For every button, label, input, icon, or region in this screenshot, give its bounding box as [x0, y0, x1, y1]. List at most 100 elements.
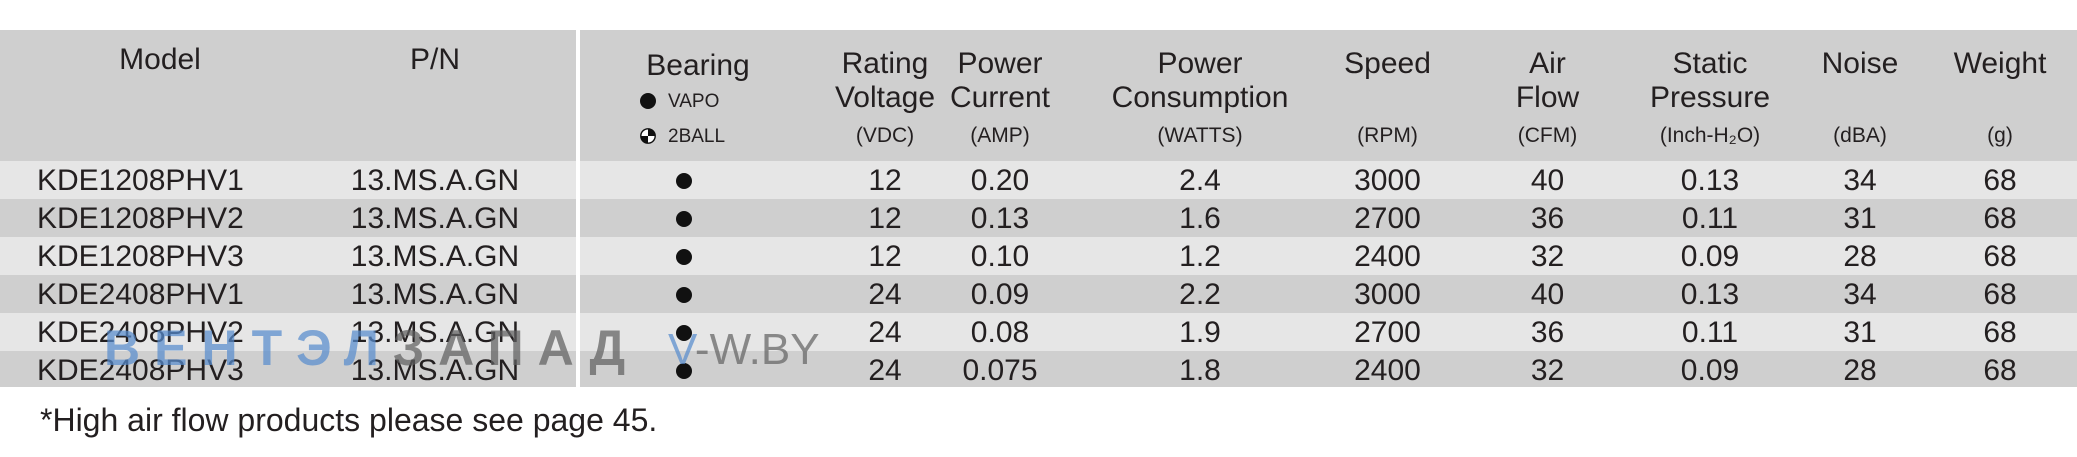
- cell-pressure: 0.09: [1680, 240, 1740, 273]
- cell-pn: 13.MS.A.GN: [350, 278, 520, 311]
- cell-voltage: 12: [868, 164, 902, 197]
- cell-weight: 68: [1983, 240, 2017, 273]
- cell-weight: 68: [1983, 164, 2017, 197]
- watermark-brand-part1: ВЕНТЭЛ: [104, 320, 393, 376]
- header-speed-unit: (RPM): [1357, 124, 1418, 147]
- legend-vapo: VAPO: [640, 90, 719, 114]
- cell-pn: 13.MS.A.GN: [350, 316, 520, 349]
- cell-voltage: 12: [868, 202, 902, 235]
- cell-model: KDE2408PHV2: [37, 316, 244, 349]
- cell-power: 2.4: [1179, 164, 1221, 197]
- cell-airflow: 36: [1530, 202, 1565, 235]
- cell-airflow: 32: [1530, 240, 1565, 273]
- header-bearing: Bearing: [646, 49, 750, 82]
- cell-speed: 3000: [1354, 278, 1421, 311]
- cell-noise: 31: [1843, 202, 1877, 235]
- watermark-site-rest: -W.BY: [694, 325, 820, 374]
- header-weight: Weight: [1953, 47, 2047, 80]
- cell-noise: 28: [1843, 354, 1877, 387]
- cell-pn: 13.MS.A.GN: [350, 164, 520, 197]
- legend-2ball-label: 2BALL: [668, 126, 726, 147]
- vapo-bearing-icon: [676, 249, 692, 265]
- cell-pn: 13.MS.A.GN: [350, 202, 520, 235]
- cell-model: KDE1208PHV3: [37, 240, 244, 273]
- header-current-line2: Current: [949, 81, 1051, 114]
- legend-2ball: 2BALL: [640, 125, 725, 149]
- cell-airflow: 40: [1530, 278, 1565, 311]
- table-row: KDE1208PHV3 13.MS.A.GN 12 0.10 1.2 2400 …: [0, 237, 2077, 275]
- cell-pn: 13.MS.A.GN: [350, 354, 520, 387]
- footnote: *High air flow products please see page …: [40, 402, 658, 438]
- header-rating-line2: Voltage: [834, 81, 936, 114]
- header-model: Model: [119, 43, 201, 76]
- cell-noise: 34: [1843, 278, 1877, 311]
- cell-weight: 68: [1983, 202, 2017, 235]
- cell-airflow: 36: [1530, 316, 1565, 349]
- cell-pressure: 0.11: [1681, 202, 1739, 235]
- header-consumption-line2: Consumption: [1111, 81, 1289, 114]
- cell-noise: 34: [1843, 164, 1877, 197]
- cell-airflow: 40: [1530, 164, 1565, 197]
- header-rating-unit: (VDC): [855, 124, 915, 147]
- table-row: KDE1208PHV1 13.MS.A.GN 12 0.20 2.4 3000 …: [0, 161, 2077, 199]
- cell-current: 0.13: [970, 202, 1030, 235]
- vapo-bearing-icon: [676, 363, 692, 379]
- header-weight-unit: (g): [1987, 124, 2013, 147]
- cell-current: 0.09: [970, 278, 1030, 311]
- cell-weight: 68: [1983, 316, 2017, 349]
- cell-pressure: 0.13: [1680, 164, 1740, 197]
- header-speed: Speed: [1344, 47, 1431, 80]
- table-row: KDE2408PHV3 13.MS.A.GN 24 0.075 1.8 2400…: [0, 351, 2077, 387]
- cell-model: KDE1208PHV1: [37, 164, 244, 197]
- cell-weight: 68: [1983, 278, 2017, 311]
- header-airflow-line1: Air: [1529, 47, 1566, 80]
- watermark-site-v: V: [668, 325, 695, 374]
- cell-power: 2.2: [1179, 278, 1221, 311]
- cell-voltage: 24: [868, 354, 902, 387]
- vapo-bearing-icon: [640, 93, 656, 109]
- cell-pressure: 0.11: [1681, 316, 1739, 349]
- watermark-brand: ВЕНТЭЛЗАПАД: [104, 318, 639, 378]
- cell-voltage: 24: [868, 316, 902, 349]
- watermark-brand-part2: ЗАПАД: [392, 320, 640, 376]
- cell-power: 1.8: [1179, 354, 1221, 387]
- header-static-unit: (Inch-H₂O): [1659, 124, 1761, 147]
- table-row: KDE2408PHV1 13.MS.A.GN 24 0.09 2.2 3000 …: [0, 275, 2077, 313]
- 2ball-bearing-icon: [640, 128, 656, 144]
- column-divider: [576, 30, 580, 387]
- cell-speed: 2400: [1354, 354, 1421, 387]
- cell-model: KDE2408PHV1: [37, 278, 244, 311]
- header-current-unit: (AMP): [970, 124, 1030, 147]
- header-airflow-unit: (CFM): [1517, 124, 1578, 147]
- cell-speed: 2700: [1354, 316, 1421, 349]
- footer-area: [0, 387, 2077, 457]
- header-rating-line1: Rating: [841, 47, 929, 80]
- top-margin: [0, 0, 2077, 30]
- watermark-site: V-W.BY: [668, 322, 820, 378]
- legend-vapo-label: VAPO: [668, 91, 720, 112]
- table-row: KDE2408PHV2 13.MS.A.GN 24 0.08 1.9 2700 …: [0, 313, 2077, 351]
- cell-airflow: 32: [1530, 354, 1565, 387]
- cell-model: KDE2408PHV3: [37, 354, 244, 387]
- cell-pn: 13.MS.A.GN: [350, 240, 520, 273]
- vapo-bearing-icon: [676, 325, 692, 341]
- header-noise: Noise: [1821, 47, 1899, 80]
- cell-current: 0.08: [970, 316, 1030, 349]
- cell-noise: 28: [1843, 240, 1877, 273]
- cell-speed: 2700: [1354, 202, 1421, 235]
- header-static-line1: Static: [1672, 47, 1748, 80]
- cell-model: KDE1208PHV2: [37, 202, 244, 235]
- header-consumption-line1: Power: [1157, 47, 1243, 80]
- header-noise-unit: (dBA): [1833, 124, 1887, 147]
- cell-current: 0.10: [970, 240, 1030, 273]
- cell-voltage: 24: [868, 278, 902, 311]
- vapo-bearing-icon: [676, 287, 692, 303]
- cell-power: 1.6: [1179, 202, 1221, 235]
- cell-speed: 3000: [1354, 164, 1421, 197]
- cell-noise: 31: [1843, 316, 1877, 349]
- cell-speed: 2400: [1354, 240, 1421, 273]
- cell-current: 0.20: [970, 164, 1030, 197]
- table-header: Model P/N Bearing VAPO 2BALL Rating Volt…: [0, 30, 2077, 161]
- cell-pressure: 0.09: [1680, 354, 1740, 387]
- table-row: KDE1208PHV2 13.MS.A.GN 12 0.13 1.6 2700 …: [0, 199, 2077, 237]
